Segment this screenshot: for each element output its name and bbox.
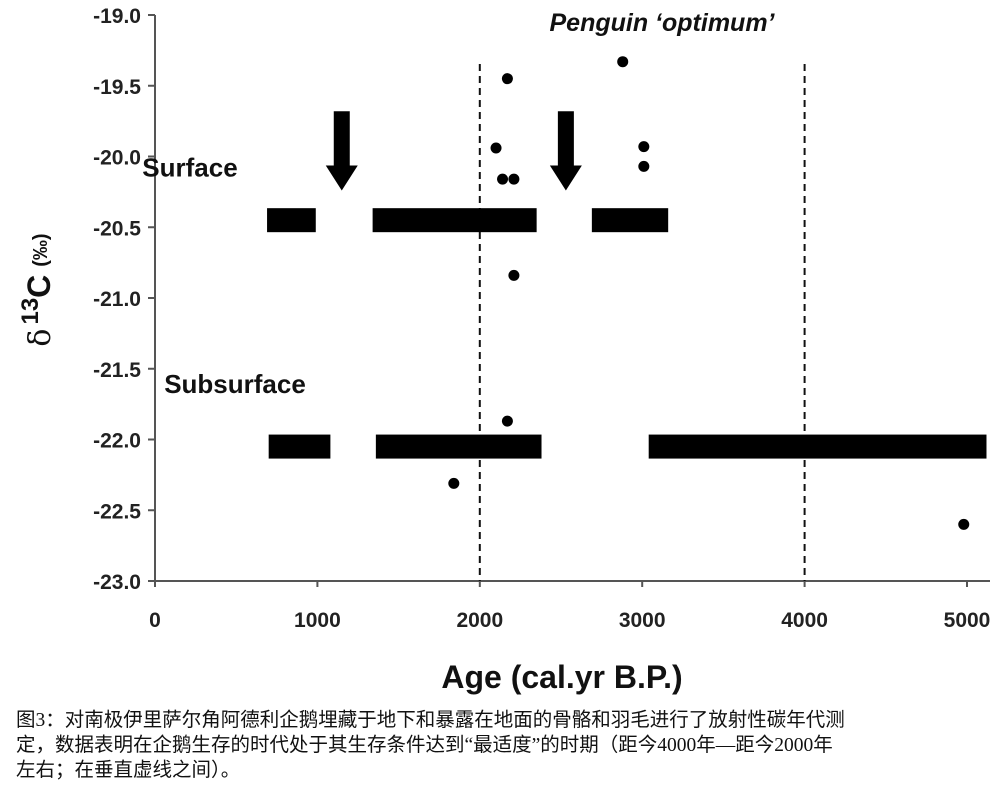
surface-age-range-bar (267, 208, 316, 233)
caption-line: 图3：对南极伊里萨尔角阿德利企鹅埋藏于地下和暴露在地面的骨骼和羽毛进行了放射性碳… (16, 710, 845, 731)
x-tick-label: 3000 (619, 609, 666, 632)
y-tick-label: -21.0 (93, 288, 141, 311)
y-label-sup: 13 (17, 298, 44, 325)
y-tick-label: -20.0 (93, 147, 141, 170)
y-tick-label: -22.5 (93, 500, 141, 523)
data-point (617, 56, 629, 68)
y-label-unit: (‰) (30, 233, 52, 266)
y-tick-label: -22.0 (93, 430, 141, 453)
figure-caption: 图3：对南极伊里萨尔角阿德利企鹅埋藏于地下和暴露在地面的骨骼和羽毛进行了放射性碳… (16, 708, 1001, 783)
marks: Surface Subsurface (142, 56, 987, 581)
x-tick-label: 1000 (294, 609, 341, 632)
data-point (497, 173, 509, 185)
subsurface-age-range-bar (268, 434, 331, 459)
x-tick-label: 0 (149, 609, 161, 632)
down-arrow-icon (325, 111, 358, 191)
y-tick-label: -23.0 (93, 571, 141, 594)
chart: -19.0 -19.5 -20.0 -20.5 -21.0 -21.5 -22.0 -22.5… (17, 5, 990, 695)
subsurface-age-range-bar (648, 434, 987, 459)
subsurface-age-range-bar (375, 434, 542, 459)
y-label-c: C (21, 275, 57, 298)
x-tick-label: 2000 (456, 609, 503, 632)
surface-age-range-bar (591, 208, 669, 233)
x-tick-label: 4000 (781, 609, 828, 632)
data-point (501, 73, 513, 85)
svg-text:δ13C(‰): δ 13C (‰) (17, 233, 58, 346)
axes: -19.0 -19.5 -20.0 -20.5 -21.0 -21.5 -22.0 -22.5… (93, 5, 990, 632)
y-tick-label: -21.5 (93, 359, 141, 382)
data-point (638, 141, 650, 153)
y-label-delta: δ (23, 329, 58, 347)
group-label: Surface (142, 152, 237, 182)
group-label: Subsurface (164, 369, 306, 399)
caption-line: 定，数据表明在企鹅生存的时代处于其生存条件达到“最适度”的时期（距今4000年—… (16, 735, 833, 756)
y-axis-label: δ 13C (‰) (17, 233, 58, 346)
caption-line: 左右；在垂直虚线之间）。 (16, 760, 241, 781)
data-point (638, 160, 650, 172)
chart-title: Penguin ‘optimum’ (550, 9, 776, 37)
surface-age-range-bar (372, 208, 537, 233)
x-axis-label: Age (cal.yr B.P.) (441, 659, 682, 695)
y-tick-label: -19.0 (93, 5, 141, 28)
x-tick-label: 5000 (944, 609, 991, 632)
data-point (501, 415, 513, 427)
y-tick-label: -20.5 (93, 217, 141, 240)
data-point (508, 173, 520, 185)
data-point (448, 477, 460, 489)
data-point (508, 269, 520, 281)
down-arrow-icon (549, 111, 582, 191)
y-tick-label: -19.5 (93, 76, 141, 99)
data-point (490, 142, 502, 154)
data-point (958, 518, 970, 530)
